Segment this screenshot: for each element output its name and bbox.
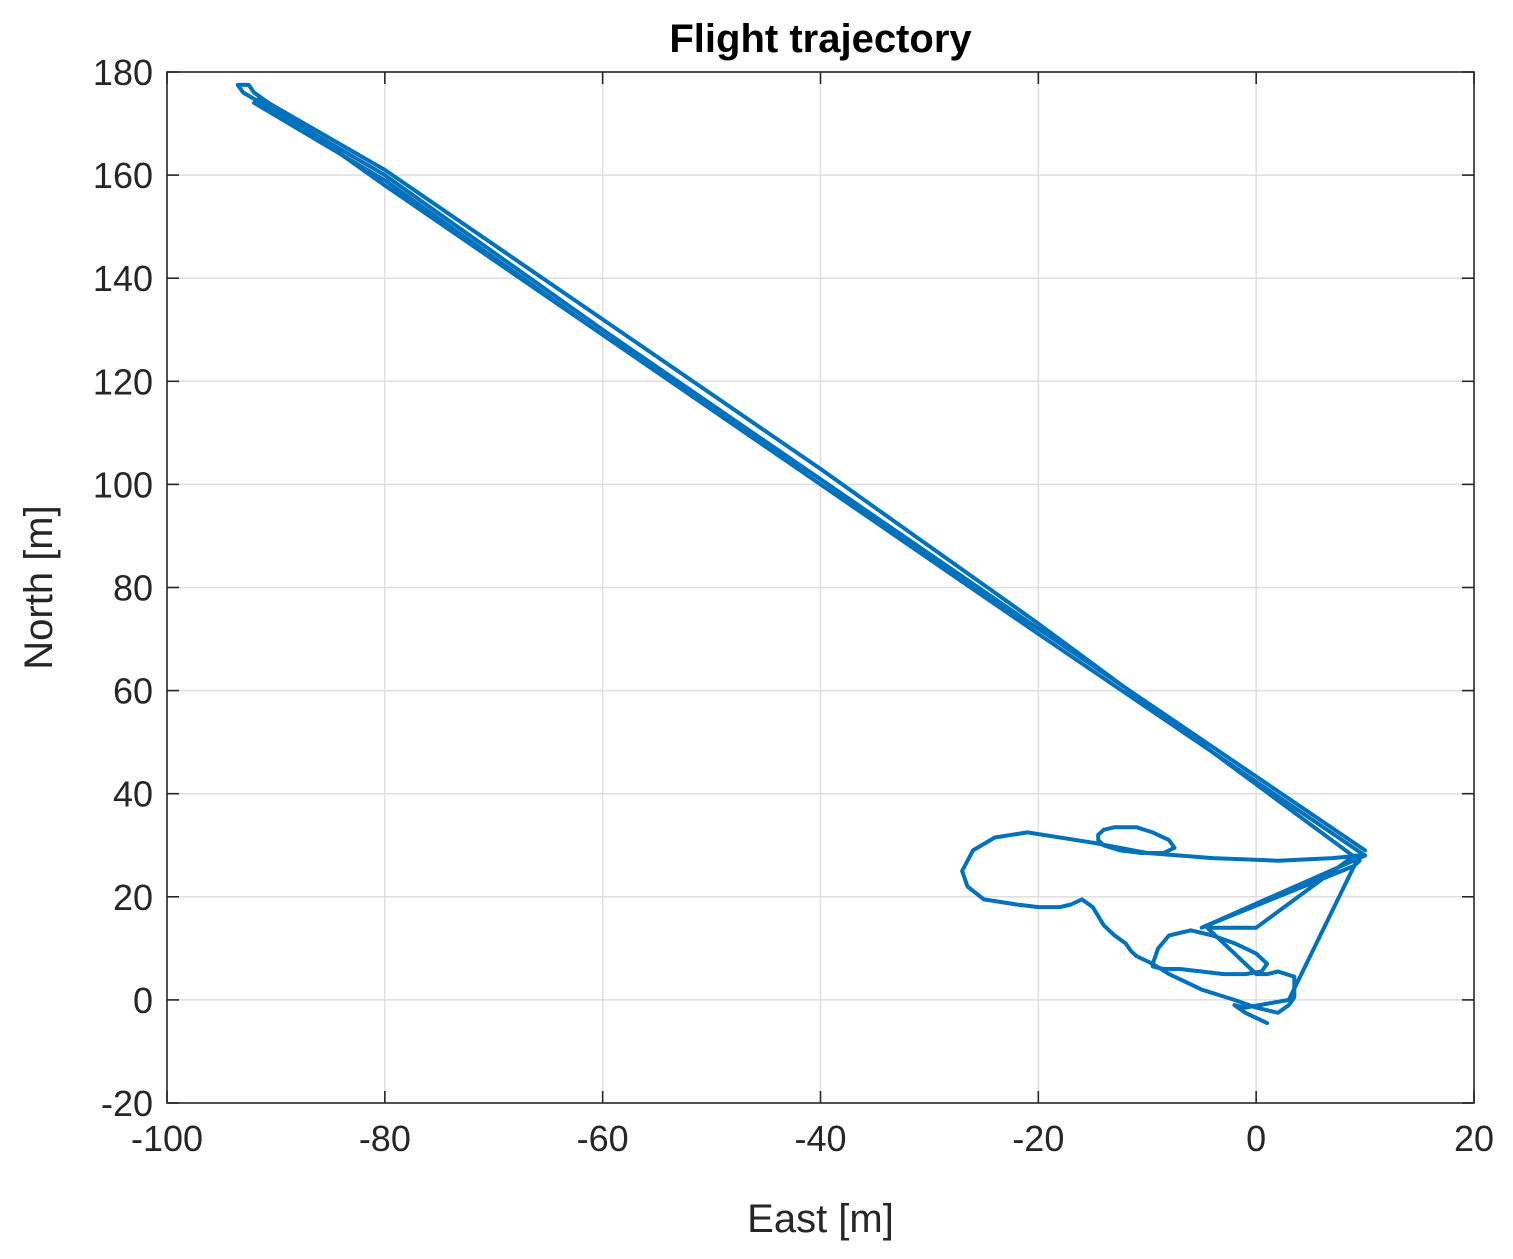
y-tick-label: 140 [93, 258, 153, 299]
y-tick-label: 20 [113, 877, 153, 918]
y-tick-label: 80 [113, 568, 153, 609]
x-tick-label: -20 [1012, 1118, 1064, 1159]
y-axis-label: North [m] [17, 505, 61, 669]
y-tick-label: 0 [133, 980, 153, 1021]
x-tick-label: -60 [577, 1118, 629, 1159]
axis-ticks: -100 -80 -60 -40 -20 0 20 -20 0 20 40 60 80 100 120 140… [93, 52, 1494, 1159]
x-tick-label: -80 [359, 1118, 411, 1159]
y-tick-label: 60 [113, 671, 153, 712]
y-tick-label: 180 [93, 52, 153, 93]
x-tick-label: 0 [1246, 1118, 1266, 1159]
y-tick-label: 120 [93, 361, 153, 402]
y-tick-label: 100 [93, 464, 153, 505]
x-axis-label: East [m] [747, 1197, 894, 1241]
grid-lines [167, 72, 1474, 1103]
chart-title: Flight trajectory [669, 17, 972, 61]
y-tick-label: 40 [113, 774, 153, 815]
series-layer [235, 82, 1368, 1026]
trajectory-series-line-3 [1150, 928, 1270, 977]
y-tick-label: -20 [101, 1083, 153, 1124]
x-tick-label: -40 [794, 1118, 846, 1159]
trajectory-series-line-1 [235, 82, 1368, 1026]
x-tick-label: -100 [131, 1118, 203, 1159]
trajectory-series-line-2 [1096, 825, 1177, 855]
x-tick-label: 20 [1454, 1118, 1494, 1159]
y-tick-label: 160 [93, 155, 153, 196]
